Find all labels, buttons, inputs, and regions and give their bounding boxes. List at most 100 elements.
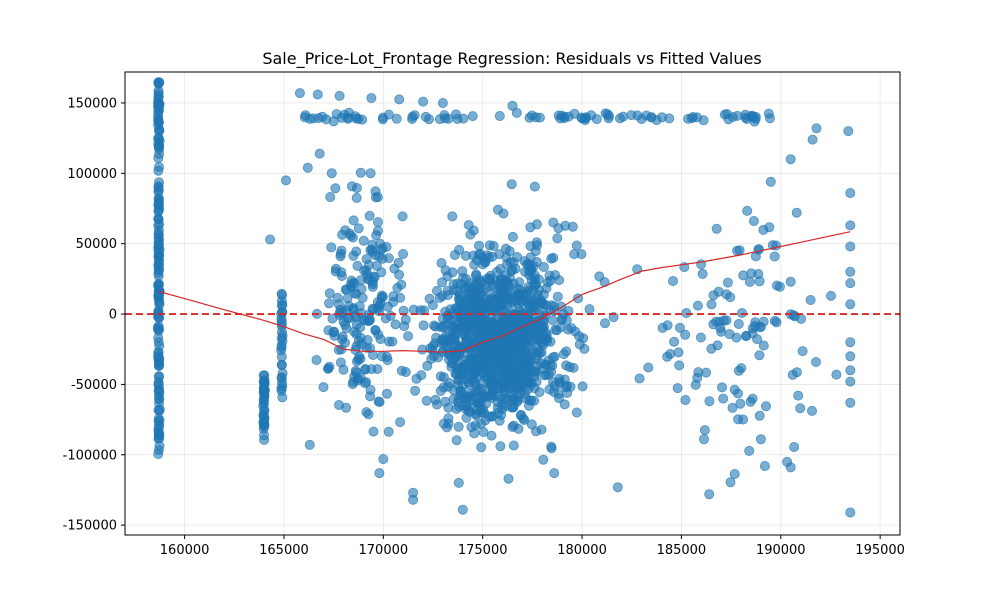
data-point bbox=[418, 305, 429, 316]
data-point bbox=[571, 407, 582, 418]
data-point bbox=[475, 404, 486, 415]
data-point bbox=[546, 443, 557, 454]
data-point bbox=[434, 292, 445, 303]
data-point bbox=[371, 260, 382, 271]
data-point bbox=[552, 233, 563, 244]
data-point bbox=[485, 270, 496, 281]
data-point bbox=[460, 250, 471, 261]
data-point bbox=[348, 303, 359, 314]
data-point bbox=[351, 341, 362, 352]
data-point bbox=[529, 181, 540, 192]
data-point bbox=[355, 275, 366, 286]
data-point bbox=[789, 441, 800, 452]
data-point bbox=[680, 394, 691, 405]
data-point bbox=[373, 329, 384, 340]
data-point bbox=[324, 298, 335, 309]
data-point bbox=[758, 224, 769, 235]
data-point bbox=[845, 351, 856, 362]
data-point bbox=[326, 242, 337, 253]
data-point bbox=[153, 161, 164, 172]
data-point bbox=[410, 385, 421, 396]
data-point bbox=[758, 340, 769, 351]
data-point bbox=[443, 413, 454, 424]
data-point bbox=[513, 423, 524, 434]
data-point bbox=[785, 462, 796, 473]
data-point bbox=[461, 314, 472, 325]
data-point bbox=[154, 286, 165, 297]
data-point bbox=[722, 277, 733, 288]
data-point bbox=[626, 110, 637, 121]
data-point bbox=[398, 248, 409, 259]
data-point bbox=[845, 299, 856, 310]
data-point bbox=[443, 113, 454, 124]
data-point bbox=[548, 386, 559, 397]
data-point bbox=[358, 235, 369, 246]
data-point bbox=[745, 396, 756, 407]
data-point bbox=[831, 369, 842, 380]
data-point bbox=[559, 399, 570, 410]
data-point bbox=[467, 111, 478, 122]
data-point bbox=[353, 223, 364, 234]
data-point bbox=[153, 424, 164, 435]
data-point bbox=[372, 363, 383, 374]
data-point bbox=[153, 325, 164, 336]
data-point bbox=[446, 361, 457, 372]
data-point bbox=[277, 335, 288, 346]
data-point bbox=[420, 111, 431, 122]
data-point bbox=[276, 359, 287, 370]
data-point bbox=[153, 196, 164, 207]
data-point bbox=[692, 112, 703, 123]
data-point bbox=[323, 363, 334, 374]
data-point bbox=[559, 374, 570, 385]
data-point bbox=[397, 211, 408, 222]
data-point bbox=[376, 290, 387, 301]
data-point bbox=[488, 240, 499, 251]
x-tick-label: 165000 bbox=[259, 543, 309, 558]
data-point bbox=[487, 297, 498, 308]
data-point bbox=[487, 384, 498, 395]
data-point bbox=[600, 318, 611, 329]
data-point bbox=[718, 393, 729, 404]
data-point bbox=[314, 148, 325, 159]
data-point bbox=[492, 286, 503, 297]
data-point bbox=[538, 261, 549, 272]
data-point bbox=[738, 414, 749, 425]
data-point bbox=[704, 396, 715, 407]
data-point bbox=[421, 395, 432, 406]
data-point bbox=[643, 362, 654, 373]
data-point bbox=[669, 336, 680, 347]
ticks-layer: 160000 165000 170000 175000 180000 185000 1900… bbox=[63, 96, 905, 558]
data-point bbox=[457, 272, 468, 283]
x-tick-label: 195000 bbox=[855, 543, 905, 558]
x-tick-label: 190000 bbox=[756, 543, 806, 558]
data-point bbox=[430, 394, 441, 405]
data-point bbox=[365, 168, 376, 179]
y-tick-label: -150000 bbox=[63, 519, 117, 534]
data-point bbox=[259, 412, 270, 423]
data-point bbox=[337, 334, 348, 345]
data-point bbox=[765, 113, 776, 124]
data-point bbox=[154, 296, 165, 307]
data-point bbox=[403, 331, 414, 342]
data-point bbox=[741, 330, 752, 341]
data-point bbox=[348, 215, 359, 226]
data-point bbox=[400, 366, 411, 377]
data-point bbox=[514, 277, 525, 288]
data-point bbox=[312, 89, 323, 100]
data-point bbox=[805, 294, 816, 305]
data-point bbox=[332, 292, 343, 303]
points-layer bbox=[152, 77, 856, 518]
data-point bbox=[311, 354, 322, 365]
data-point bbox=[674, 360, 685, 371]
data-point bbox=[535, 295, 546, 306]
data-point bbox=[761, 401, 772, 412]
data-point bbox=[495, 263, 506, 274]
data-point bbox=[505, 346, 516, 357]
data-point bbox=[338, 364, 349, 375]
data-point bbox=[376, 351, 387, 362]
data-point bbox=[561, 315, 572, 326]
smoother-line bbox=[158, 231, 851, 353]
data-point bbox=[612, 482, 623, 493]
